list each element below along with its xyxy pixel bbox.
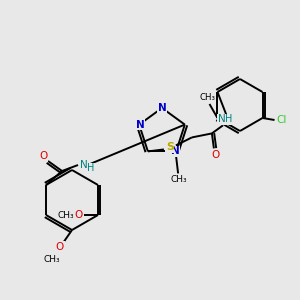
Text: N: N: [218, 114, 226, 124]
Text: N: N: [136, 120, 145, 130]
Text: CH₃: CH₃: [44, 254, 60, 263]
Text: CH₃: CH₃: [200, 92, 215, 101]
Text: O: O: [75, 210, 83, 220]
Text: N: N: [171, 146, 179, 156]
Text: Cl: Cl: [276, 115, 287, 125]
Text: O: O: [212, 150, 220, 161]
Text: N: N: [158, 103, 166, 113]
Text: H: H: [225, 114, 233, 124]
Text: O: O: [39, 151, 47, 161]
Text: CH₃: CH₃: [171, 175, 188, 184]
Text: CH₃: CH₃: [58, 211, 74, 220]
Text: O: O: [56, 242, 64, 252]
Text: N: N: [80, 160, 88, 170]
Text: H: H: [87, 163, 95, 173]
Text: S: S: [166, 142, 174, 152]
